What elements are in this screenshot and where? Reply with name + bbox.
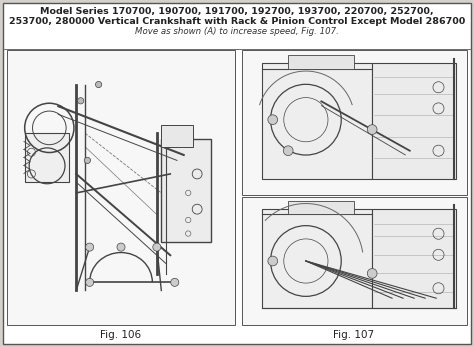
Bar: [372, 63, 456, 179]
Bar: [242, 197, 467, 325]
Bar: [288, 202, 355, 214]
Text: 253700, 280000 Vertical Crankshaft with Rack & Pinion Control Except Model 28670: 253700, 280000 Vertical Crankshaft with …: [9, 17, 465, 25]
Bar: [7, 50, 235, 325]
Circle shape: [268, 256, 278, 266]
Bar: [288, 55, 355, 69]
Circle shape: [283, 146, 293, 155]
Circle shape: [153, 243, 161, 251]
Text: Fig. 106: Fig. 106: [100, 330, 142, 340]
Circle shape: [84, 157, 91, 163]
Circle shape: [95, 82, 102, 88]
Text: Model Series 170700, 190700, 191700, 192700, 193700, 220700, 252700,: Model Series 170700, 190700, 191700, 192…: [40, 7, 434, 16]
Bar: [372, 209, 456, 308]
Circle shape: [367, 125, 377, 134]
Bar: [262, 63, 372, 179]
Bar: [242, 50, 467, 195]
Circle shape: [117, 243, 125, 251]
Text: Fig. 107: Fig. 107: [333, 330, 374, 340]
Circle shape: [171, 278, 179, 286]
Text: Move as shown (A) to increase speed, Fig. 107.: Move as shown (A) to increase speed, Fig…: [135, 26, 339, 35]
Bar: [161, 125, 192, 147]
Circle shape: [367, 269, 377, 278]
Circle shape: [268, 115, 278, 125]
Circle shape: [78, 98, 84, 104]
Circle shape: [86, 243, 94, 251]
Bar: [262, 209, 372, 308]
Bar: [161, 139, 210, 242]
Bar: [25, 133, 70, 182]
Circle shape: [86, 278, 94, 286]
